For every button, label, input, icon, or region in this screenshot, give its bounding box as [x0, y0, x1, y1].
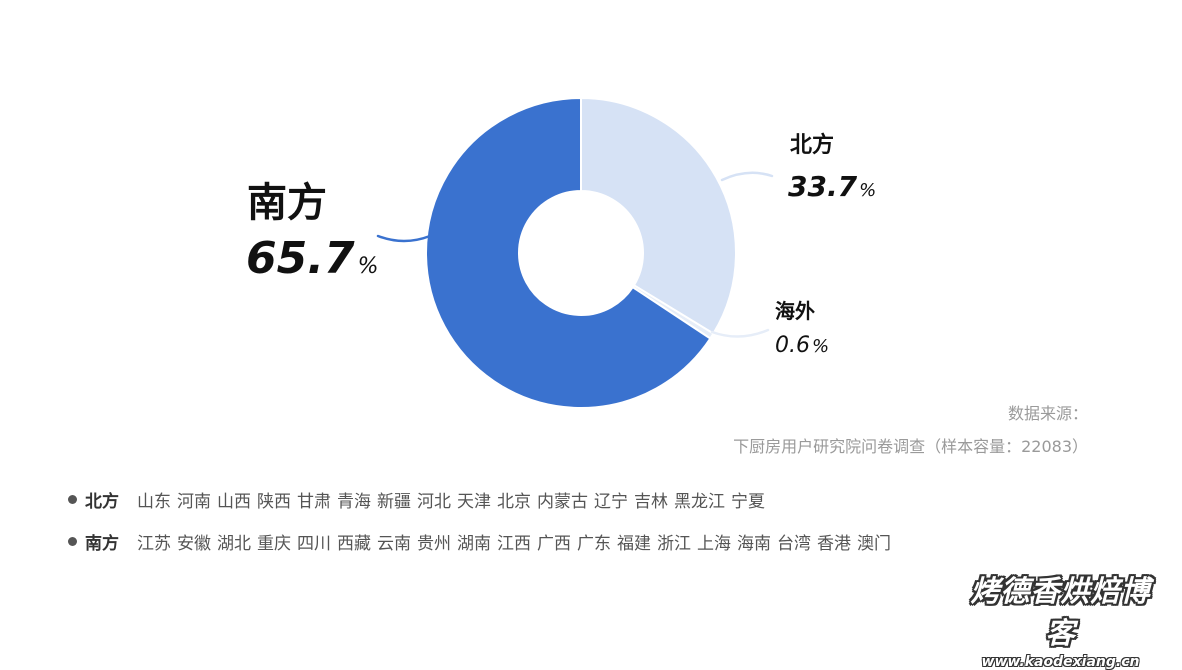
south-province: 西藏: [337, 533, 371, 554]
slice-label-south: 南方: [247, 180, 327, 226]
south-province: 浙江: [657, 533, 691, 554]
north-province: 山西: [217, 491, 251, 512]
north-province: 辽宁: [594, 491, 628, 512]
leader-line-south: [376, 234, 432, 243]
north-province: 黑龙江: [674, 491, 725, 512]
south-province: 安徽: [177, 533, 211, 554]
source-label: 数据来源：: [1007, 404, 1088, 423]
slice-value-overseas: 0.6%: [775, 333, 829, 358]
north-province: 河南: [177, 491, 211, 512]
province-list-south: 江苏 安徽 湖北 重庆 四川 西藏 云南 贵州 湖南 江西 广西 广东 福建 浙江 上海 海南 台湾 香港 澳门: [137, 529, 897, 554]
north-province: 河北: [417, 491, 451, 512]
south-province: 重庆: [257, 533, 291, 554]
north-province: 陕西: [257, 491, 291, 512]
leader-line-overseas: [710, 328, 770, 338]
south-province: 云南: [377, 533, 411, 554]
north-province: 天津: [457, 491, 491, 512]
region-row-north: 北方 山东 河南 山西 陕西 甘肃 青海 新疆 河北 天津 北京 内蒙古 辽宁 吉林 黑龙江 宁夏: [68, 485, 771, 513]
slice-value-south: 65.7%: [246, 233, 378, 284]
south-province: 香港: [817, 533, 851, 554]
south-province: 湖北: [217, 533, 251, 554]
south-province: 福建: [617, 533, 651, 554]
north-province: 宁夏: [731, 491, 765, 512]
south-province: 江苏: [137, 533, 171, 554]
bullet-icon: [68, 494, 77, 504]
bullet-icon: [68, 536, 77, 546]
south-province: 台湾: [777, 533, 811, 554]
north-province: 甘肃: [297, 491, 331, 512]
south-province: 海南: [737, 533, 771, 554]
region-title-south: 南方: [85, 533, 119, 554]
donut-chart: 北方 33.7% 海外 0.6% 南方 65.7%: [246, 96, 876, 409]
north-province: 北京: [497, 491, 531, 512]
slice-south: [425, 96, 712, 409]
region-title-north: 北方: [85, 491, 119, 512]
south-province: 贵州: [417, 533, 451, 554]
slice-value-north: 33.7%: [788, 170, 876, 203]
north-province: 吉林: [634, 491, 668, 512]
south-province: 广东: [577, 533, 611, 554]
slice-label-north: 北方: [790, 132, 834, 158]
north-province: 山东: [137, 491, 171, 512]
south-province: 广西: [537, 533, 571, 554]
north-province: 新疆: [377, 491, 411, 512]
south-province: 上海: [697, 533, 731, 554]
watermark-logo: 烤德香烘焙博客 www.kaodexiang.cn: [958, 568, 1163, 670]
north-province: 内蒙古: [537, 491, 588, 512]
south-province: 湖南: [457, 533, 491, 554]
watermark-name: 烤德香烘焙博客: [970, 574, 1151, 650]
south-province: 四川: [297, 533, 331, 554]
region-row-south: 南方 江苏 安徽 湖北 重庆 四川 西藏 云南 贵州 湖南 江西 广西 广东 福建 浙江 上海 海南 台湾 香港澳…: [68, 527, 897, 555]
north-province: 青海: [337, 491, 371, 512]
slice-label-overseas: 海外: [775, 299, 815, 323]
source-text: 下厨房用户研究院问卷调查（样本容量：22083）: [733, 437, 1088, 456]
slice-north: [580, 96, 737, 335]
south-province: 澳门: [857, 533, 891, 554]
leader-line-north: [720, 171, 774, 182]
south-province: 江西: [497, 533, 531, 554]
province-list-north: 山东 河南 山西 陕西 甘肃 青海 新疆 河北 天津 北京 内蒙古 辽宁 吉林 黑龙江 宁夏: [137, 487, 771, 512]
watermark-url: www.kaodexiang.cn: [981, 654, 1140, 670]
